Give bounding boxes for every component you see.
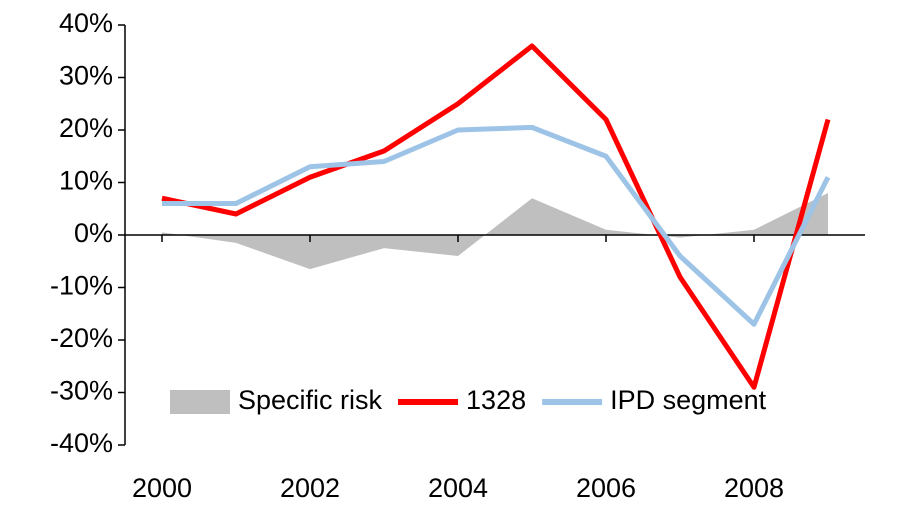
legend-label: Specific risk [238, 385, 383, 415]
legend-swatch [170, 390, 230, 414]
y-tick-label: 40% [59, 8, 113, 38]
line [162, 124, 831, 327]
y-tick-label: -20% [50, 323, 113, 353]
y-tick-label: -40% [50, 428, 113, 458]
y-tick-label: -30% [50, 376, 113, 406]
area [162, 193, 828, 270]
y-tick-label: -10% [50, 271, 113, 301]
legend-label: 1328 [466, 385, 526, 415]
line [161, 43, 831, 390]
x-tick-label: 2008 [724, 473, 784, 503]
legend-label: IPD segment [610, 385, 767, 415]
y-tick-label: 10% [59, 166, 113, 196]
y-tick-label: 20% [59, 113, 113, 143]
x-tick-label: 2004 [428, 473, 488, 503]
y-tick-label: 0% [74, 218, 113, 248]
x-tick-label: 2006 [576, 473, 636, 503]
x-tick-label: 2000 [132, 473, 192, 503]
y-tick-label: 30% [59, 61, 113, 91]
x-tick-label: 2002 [280, 473, 340, 503]
